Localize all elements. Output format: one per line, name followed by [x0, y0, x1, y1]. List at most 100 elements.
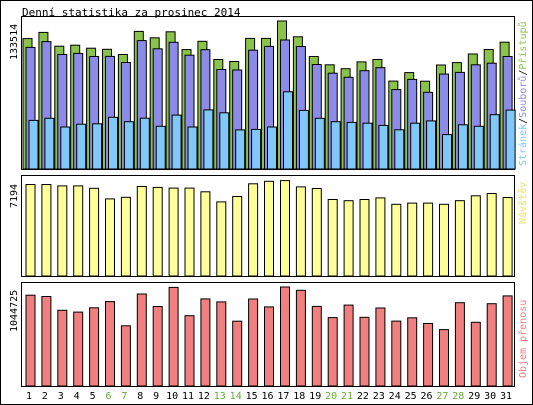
x-label-day-21: 21	[341, 391, 353, 402]
x-label-day-13: 13	[214, 391, 226, 402]
bar-visits-day-3	[57, 185, 68, 277]
bar-pages-day-3	[60, 126, 71, 170]
bar-pages-day-30	[489, 114, 500, 170]
bar-visits-day-5	[89, 187, 100, 277]
middle-legend: Návštěv	[517, 182, 529, 224]
bar-kbytes-day-5	[89, 307, 100, 387]
bar-visits-day-23	[375, 197, 386, 277]
top-legend: Stránek/Souborů/Přístupů	[517, 21, 529, 166]
legend-hits: Přístupů	[517, 21, 529, 69]
bar-visits-day-14	[232, 196, 243, 277]
bar-kbytes-day-26	[423, 323, 434, 387]
bar-kbytes-day-25	[407, 317, 418, 387]
bar-kbytes-day-9	[152, 306, 163, 387]
bar-pages-day-9	[155, 125, 166, 170]
bar-kbytes-day-6	[105, 301, 115, 387]
bar-pages-day-15	[251, 128, 262, 170]
bar-pages-day-18	[298, 109, 309, 170]
bar-kbytes-day-23	[375, 307, 386, 387]
x-label-day-31: 31	[500, 391, 512, 402]
bar-pages-day-29	[473, 125, 484, 170]
middle-ymax-label: 7194	[9, 184, 20, 208]
x-label-day-16: 16	[261, 391, 273, 402]
bar-visits-day-31	[502, 197, 513, 277]
x-label-day-2: 2	[42, 391, 48, 402]
bar-pages-day-22	[362, 122, 373, 170]
bar-kbytes-day-29	[470, 321, 481, 387]
x-label-day-15: 15	[246, 391, 258, 402]
bar-pages-day-14	[235, 129, 246, 170]
legend-files: Souborů	[517, 76, 529, 118]
bar-kbytes-day-22	[359, 316, 370, 387]
bar-kbytes-day-27	[439, 329, 449, 387]
bar-visits-day-7	[120, 196, 131, 277]
bar-visits-day-21	[343, 200, 354, 277]
bar-pages-day-1	[28, 119, 39, 170]
bar-kbytes-day-30	[486, 303, 497, 387]
middle-bars	[25, 180, 513, 277]
x-label-day-18: 18	[293, 391, 305, 402]
x-label-day-25: 25	[405, 391, 417, 402]
bar-visits-day-6	[105, 198, 115, 277]
bar-pages-day-17	[283, 91, 293, 170]
x-label-day-28: 28	[452, 391, 464, 402]
bar-kbytes-day-18	[295, 289, 306, 387]
bar-pages-day-25	[410, 122, 421, 170]
legend-separator-2: /	[518, 70, 529, 76]
x-label-day-30: 30	[484, 391, 496, 402]
chart-title: Denní statistika za prosinec 2014	[22, 6, 241, 19]
bar-pages-day-7	[123, 121, 134, 170]
x-label-day-6: 6	[105, 391, 111, 402]
x-label-day-29: 29	[468, 391, 480, 402]
bar-visits-day-25	[407, 202, 418, 277]
bar-kbytes-day-11	[184, 315, 195, 387]
legend-pages: Stránek	[517, 124, 529, 166]
bar-kbytes-day-15	[248, 298, 259, 387]
bar-kbytes-day-28	[454, 302, 465, 387]
bottom-panel-frame	[21, 282, 515, 387]
x-label-day-26: 26	[420, 391, 432, 402]
bar-kbytes-day-24	[391, 320, 402, 387]
bar-kbytes-day-16	[264, 306, 274, 387]
bar-visits-day-30	[486, 193, 497, 277]
bar-visits-day-9	[152, 186, 163, 277]
x-label-day-12: 12	[198, 391, 210, 402]
bar-kbytes-day-20	[327, 317, 338, 387]
bar-kbytes-day-31	[502, 295, 513, 387]
bar-visits-day-18	[295, 186, 306, 277]
bar-kbytes-day-1	[25, 294, 36, 387]
bar-pages-day-6	[108, 116, 118, 170]
bar-pages-day-23	[378, 124, 389, 170]
x-label-day-17: 17	[277, 391, 289, 402]
bar-kbytes-day-12	[200, 298, 211, 387]
bar-pages-day-27	[442, 134, 452, 170]
bar-pages-day-31	[505, 109, 516, 170]
bar-kbytes-day-7	[120, 325, 131, 387]
x-label-day-1: 1	[26, 391, 32, 402]
bar-visits-day-8	[136, 186, 147, 277]
bottom-bars	[25, 286, 513, 387]
bar-visits-day-4	[73, 185, 84, 277]
bar-pages-day-11	[187, 126, 198, 170]
x-axis-day-labels: 1 2 3 4 5 6 7 8 9 10 11 12 13 14 15 16 17 18 19 20 21 22 23 24 2…	[26, 391, 512, 402]
bar-pages-day-26	[426, 120, 437, 170]
bar-pages-day-12	[203, 109, 214, 170]
bar-pages-day-21	[346, 121, 357, 170]
bar-pages-day-16	[267, 126, 277, 170]
x-label-day-19: 19	[309, 391, 321, 402]
bar-kbytes-day-2	[41, 296, 52, 387]
bar-visits-day-15	[248, 183, 259, 277]
bar-pages-day-20	[330, 121, 341, 170]
bar-visits-day-27	[439, 203, 449, 277]
bar-visits-day-10	[168, 187, 179, 277]
legend-separator-1: /	[518, 118, 529, 124]
bar-visits-day-24	[391, 203, 402, 277]
bar-pages-day-19	[314, 117, 325, 170]
x-label-day-27: 27	[436, 391, 448, 402]
bar-kbytes-day-4	[73, 311, 84, 387]
x-label-day-10: 10	[166, 391, 178, 402]
bottom-ymax-label: 1044725	[9, 290, 20, 332]
bar-visits-day-29	[470, 195, 481, 277]
bar-pages-day-5	[92, 123, 103, 170]
top-ymax-label: 133514	[9, 24, 20, 60]
